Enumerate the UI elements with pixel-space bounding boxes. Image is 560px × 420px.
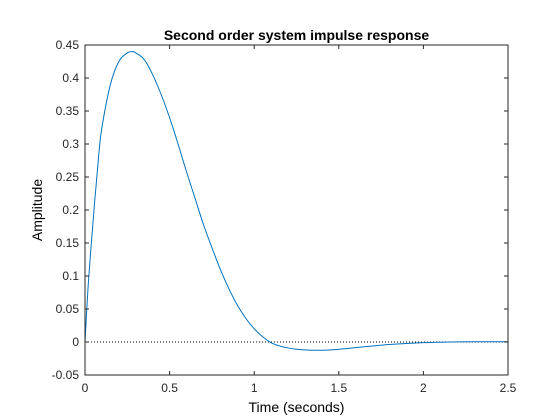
chart-title: Second order system impulse response [164,27,430,43]
y-tick-label: 0.05 [56,302,80,316]
x-tick-label: 1 [251,381,258,395]
y-tick-label: 0.15 [56,236,80,250]
y-tick-label: 0.1 [62,269,79,283]
x-axis-label: Time (seconds) [249,399,345,415]
x-tick-label: 2.5 [500,381,517,395]
y-tick-label: 0.35 [56,104,80,118]
y-tick-label: 0.2 [62,203,79,217]
y-tick-label: -0.05 [52,368,80,382]
y-tick-label: 0.25 [56,170,80,184]
y-tick-label: 0.4 [62,71,79,85]
series-line-0 [84,51,509,351]
x-tick-label: 0 [82,381,89,395]
x-tick-label: 2 [420,381,427,395]
x-tick-label: 1.5 [330,381,347,395]
plot-background [85,45,508,375]
y-tick-label: 0.45 [56,38,80,52]
x-tick-label: 0.5 [161,381,178,395]
y-tick-label: 0 [72,335,79,349]
y-axis-label: Amplitude [29,179,45,241]
y-tick-label: 0.3 [62,137,79,151]
